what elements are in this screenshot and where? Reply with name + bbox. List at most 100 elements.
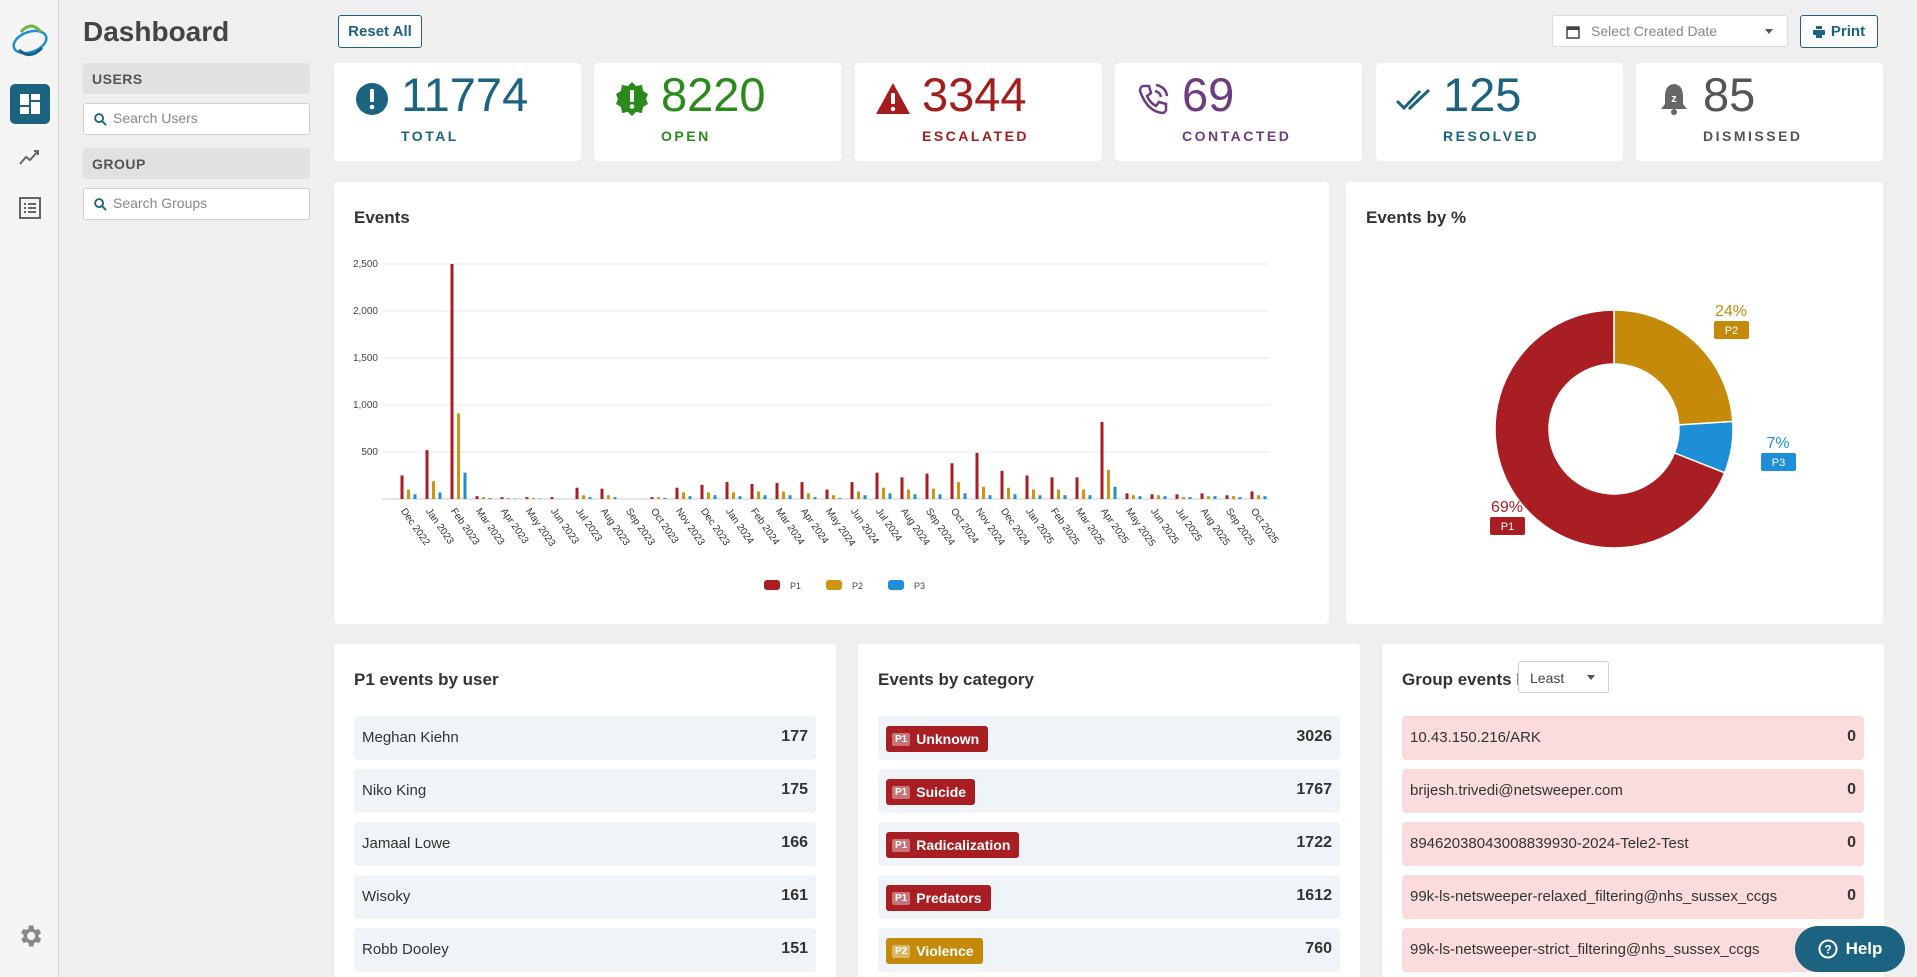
bar-p3: [1263, 496, 1267, 499]
bar-p2: [1207, 496, 1210, 499]
stat-card-escalated[interactable]: 3344 ESCALATED: [855, 63, 1102, 161]
stat-card-resolved[interactable]: 125 RESOLVED: [1376, 63, 1623, 161]
user-count: 151: [781, 940, 808, 957]
search-users-field[interactable]: [83, 103, 310, 135]
category-row[interactable]: P1 Unknown 3026: [878, 716, 1340, 760]
alert-badge-icon: [616, 82, 648, 116]
bar-p1: [825, 489, 829, 499]
events-by-percent-panel: Events by % 24% P2 7% P3 69% P1: [1346, 182, 1883, 624]
created-date-select[interactable]: Select Created Date: [1552, 15, 1788, 47]
search-icon: [94, 113, 107, 126]
bar-p3: [1188, 497, 1192, 499]
nav-reports[interactable]: [10, 188, 50, 228]
bar-p3: [963, 493, 967, 499]
bar-p1: [500, 497, 504, 499]
user-row[interactable]: Wisoky 161: [354, 875, 816, 919]
group-count: 0: [1847, 781, 1856, 798]
nav-dashboard[interactable]: [10, 84, 50, 124]
group-events-panel: Group events by Least 10.43.150.216/ARK 0…: [1382, 644, 1884, 977]
stat-value: 3344: [922, 68, 1027, 121]
print-button[interactable]: Print: [1800, 15, 1878, 48]
search-groups-field[interactable]: [83, 188, 310, 220]
user-name: Meghan Kiehn: [362, 729, 459, 746]
stat-card-dismissed[interactable]: z 85 DISMISSED: [1636, 63, 1883, 161]
user-name: Robb Dooley: [362, 941, 449, 958]
slice-tag-label-p3: P3: [1772, 457, 1785, 469]
exclamation-circle-icon: [356, 83, 388, 115]
category-row[interactable]: P2 Violence 760: [878, 928, 1340, 972]
bar-p2: [657, 497, 660, 499]
bar-p3: [488, 498, 492, 499]
slice-tag-label-p2: P2: [1725, 325, 1738, 337]
group-row[interactable]: 89462038043008839930-2024-Tele2-Test 0: [1402, 822, 1864, 866]
created-date-placeholder: Select Created Date: [1591, 23, 1718, 39]
y-tick-label: 1,500: [353, 353, 378, 364]
legend-swatch-p1: [764, 580, 780, 590]
stat-value: 69: [1182, 68, 1235, 121]
stat-card-open[interactable]: 8220 OPEN: [594, 63, 841, 161]
app-logo[interactable]: [9, 18, 51, 62]
bar-p1: [675, 487, 679, 499]
bar-p2: [707, 492, 710, 499]
settings-button[interactable]: [16, 922, 44, 950]
group-sort-select[interactable]: Least: [1518, 661, 1609, 693]
search-users-input[interactable]: [113, 110, 298, 126]
bar-p1: [575, 487, 579, 499]
bar-p2: [932, 488, 935, 499]
stat-label: RESOLVED: [1443, 128, 1539, 144]
bar-p2: [1082, 489, 1085, 499]
legend-label-p3: P3: [914, 581, 925, 591]
gear-icon: [21, 925, 42, 947]
user-row[interactable]: Niko King 175: [354, 769, 816, 813]
question-circle-icon: ?: [1818, 939, 1838, 959]
bar-p3: [988, 495, 992, 499]
bar-p1: [550, 497, 554, 499]
category-row[interactable]: P1 Radicalization 1722: [878, 822, 1340, 866]
priority-pill: P1: [892, 732, 911, 746]
search-groups-input[interactable]: [113, 195, 298, 211]
category-badge: P1 Radicalization: [886, 832, 1020, 858]
nav-analytics[interactable]: [10, 137, 50, 177]
reset-all-button[interactable]: Reset All: [338, 15, 422, 48]
events-donut-chart: 24% P2 7% P3 69% P1: [1490, 303, 1796, 549]
bar-p1: [1000, 470, 1004, 499]
stat-label: CONTACTED: [1182, 128, 1292, 144]
calendar-icon: [1566, 26, 1580, 39]
help-button[interactable]: ? Help: [1795, 926, 1905, 972]
user-name: Wisoky: [362, 888, 411, 905]
group-row[interactable]: 99k-ls-netsweeper-strict_filtering@nhs_s…: [1402, 928, 1864, 972]
category-badge: P1 Unknown: [886, 726, 989, 752]
caret-down-icon: [1587, 675, 1595, 680]
stat-card-contacted[interactable]: 69 CONTACTED: [1115, 63, 1362, 161]
warning-triangle-icon: [876, 83, 910, 114]
bar-p2: [607, 495, 610, 499]
bar-p1: [1050, 477, 1054, 499]
events-chart-panel: Events 2,500 2,000 1,500 1,000 500 Dec 2022 Ja…: [334, 182, 1329, 624]
bar-p2: [407, 489, 410, 499]
bar-p3: [913, 494, 917, 499]
bar-p1: [925, 473, 929, 499]
category-badge: P2 Violence: [886, 938, 983, 964]
user-row[interactable]: Jamaal Lowe 166: [354, 822, 816, 866]
category-badge: P1 Predators: [886, 885, 991, 911]
bar-p1: [1200, 493, 1204, 499]
bar-p3: [1113, 486, 1117, 499]
group-row[interactable]: brijesh.trivedi@netsweeper.com 0: [1402, 769, 1864, 813]
category-count: 760: [1305, 940, 1332, 957]
group-row[interactable]: 10.43.150.216/ARK 0: [1402, 716, 1864, 760]
group-row[interactable]: 99k-ls-netsweeper-relaxed_filtering@nhs_…: [1402, 875, 1864, 919]
bar-p3: [1088, 495, 1092, 499]
bar-p2: [682, 492, 685, 499]
category-row[interactable]: P1 Suicide 1767: [878, 769, 1340, 813]
category-row[interactable]: P1 Predators 1612: [878, 875, 1340, 919]
bar-p2: [807, 493, 810, 499]
priority-pill: P1: [892, 838, 911, 852]
bar-p1: [1175, 494, 1179, 499]
user-row[interactable]: Meghan Kiehn 177: [354, 716, 816, 760]
group-name: 99k-ls-netsweeper-strict_filtering@nhs_s…: [1410, 941, 1760, 958]
bar-p1: [1250, 491, 1254, 499]
stat-card-total[interactable]: 11774 TOTAL: [334, 63, 581, 161]
user-row[interactable]: Robb Dooley 151: [354, 928, 816, 972]
bar-p2: [432, 481, 435, 499]
group-count: 0: [1847, 728, 1856, 745]
